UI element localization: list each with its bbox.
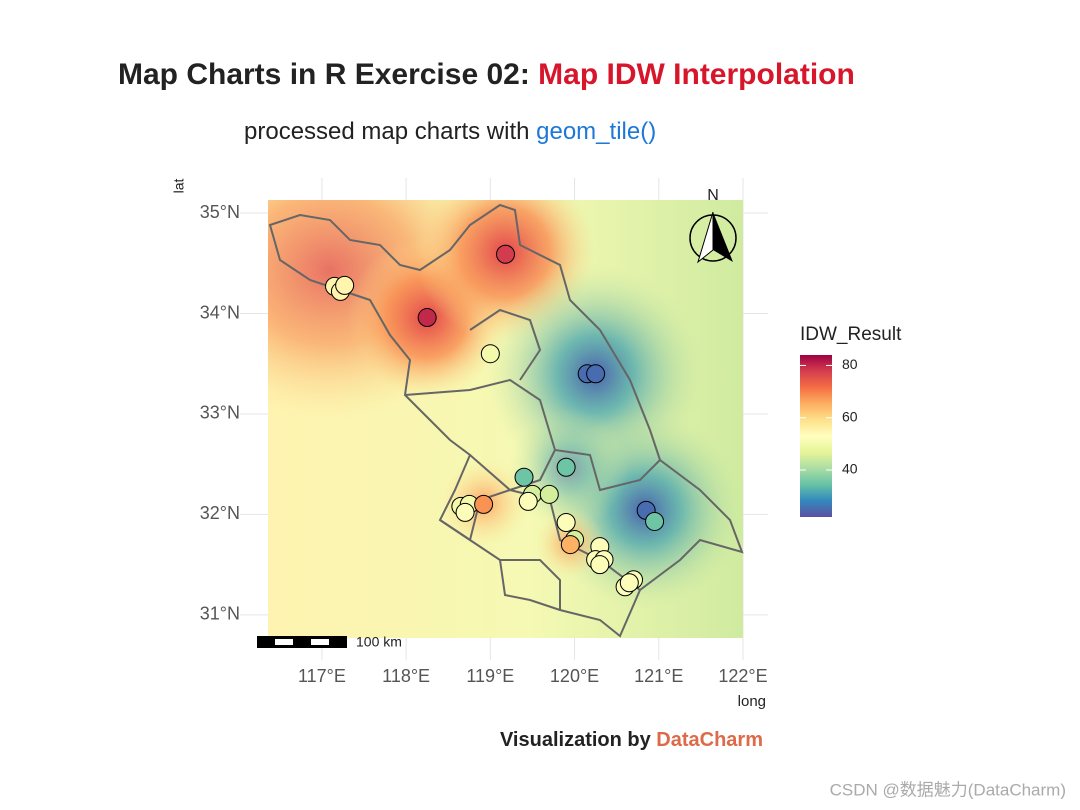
- title-main: Map Charts in R Exercise 02:: [118, 58, 530, 91]
- subtitle: processed map charts with geom_tile(): [244, 118, 656, 145]
- x-tick-label: 121°E: [634, 666, 683, 686]
- colorbar-tick-label: 40: [842, 461, 858, 477]
- caption-main: Visualization by: [500, 729, 652, 751]
- data-point: [480, 344, 500, 364]
- subtitle-main: processed map charts with: [244, 118, 529, 145]
- legend-title: IDW_Result: [800, 324, 902, 345]
- colorbar-tick-label: 80: [842, 356, 858, 372]
- data-point: [496, 244, 515, 264]
- subtitle-highlight: geom_tile(): [536, 118, 656, 145]
- y-tick-label: 35°N: [200, 202, 240, 222]
- x-tick-label: 120°E: [550, 666, 599, 686]
- data-point: [586, 364, 606, 384]
- watermark: CSDN @数据魅力(DataCharm): [830, 780, 1066, 799]
- title-highlight: Map IDW Interpolation: [538, 58, 855, 91]
- data-point: [539, 484, 559, 504]
- y-axis-label: lat: [171, 179, 187, 194]
- data-point: [474, 494, 494, 514]
- data-point: [518, 491, 538, 511]
- colorbar: [800, 355, 832, 517]
- y-tick-label: 31°N: [200, 604, 240, 624]
- chart-title: Map Charts in R Exercise 02: Map IDW Int…: [118, 58, 855, 91]
- data-point: [556, 457, 576, 477]
- idw-raster: [268, 200, 743, 638]
- x-tick-label: 122°E: [718, 666, 767, 686]
- y-tick-label: 33°N: [200, 403, 240, 423]
- north-label: N: [707, 187, 719, 204]
- data-point: [417, 308, 437, 328]
- data-point: [455, 502, 475, 522]
- data-point: [645, 511, 665, 531]
- data-point: [514, 467, 534, 487]
- data-point: [335, 275, 355, 295]
- scale-bar-label: 100 km: [356, 634, 402, 650]
- data-point: [560, 535, 580, 555]
- province-boundaries: [268, 203, 744, 638]
- scale-bar: [257, 636, 347, 648]
- caption: Visualization by DataCharm: [500, 729, 763, 751]
- x-axis-label: long: [738, 693, 766, 710]
- data-point: [590, 555, 610, 575]
- caption-highlight: DataCharm: [656, 729, 763, 751]
- north-arrow: [689, 211, 737, 264]
- y-tick-label: 32°N: [200, 503, 240, 523]
- points: [325, 244, 665, 597]
- x-tick-label: 118°E: [382, 666, 430, 686]
- x-tick-label: 119°E: [466, 666, 514, 686]
- data-point: [619, 573, 639, 593]
- colorbar-tick-label: 60: [842, 408, 858, 424]
- data-point: [556, 512, 576, 532]
- x-tick-label: 117°E: [298, 666, 346, 686]
- y-tick-label: 34°N: [200, 302, 240, 322]
